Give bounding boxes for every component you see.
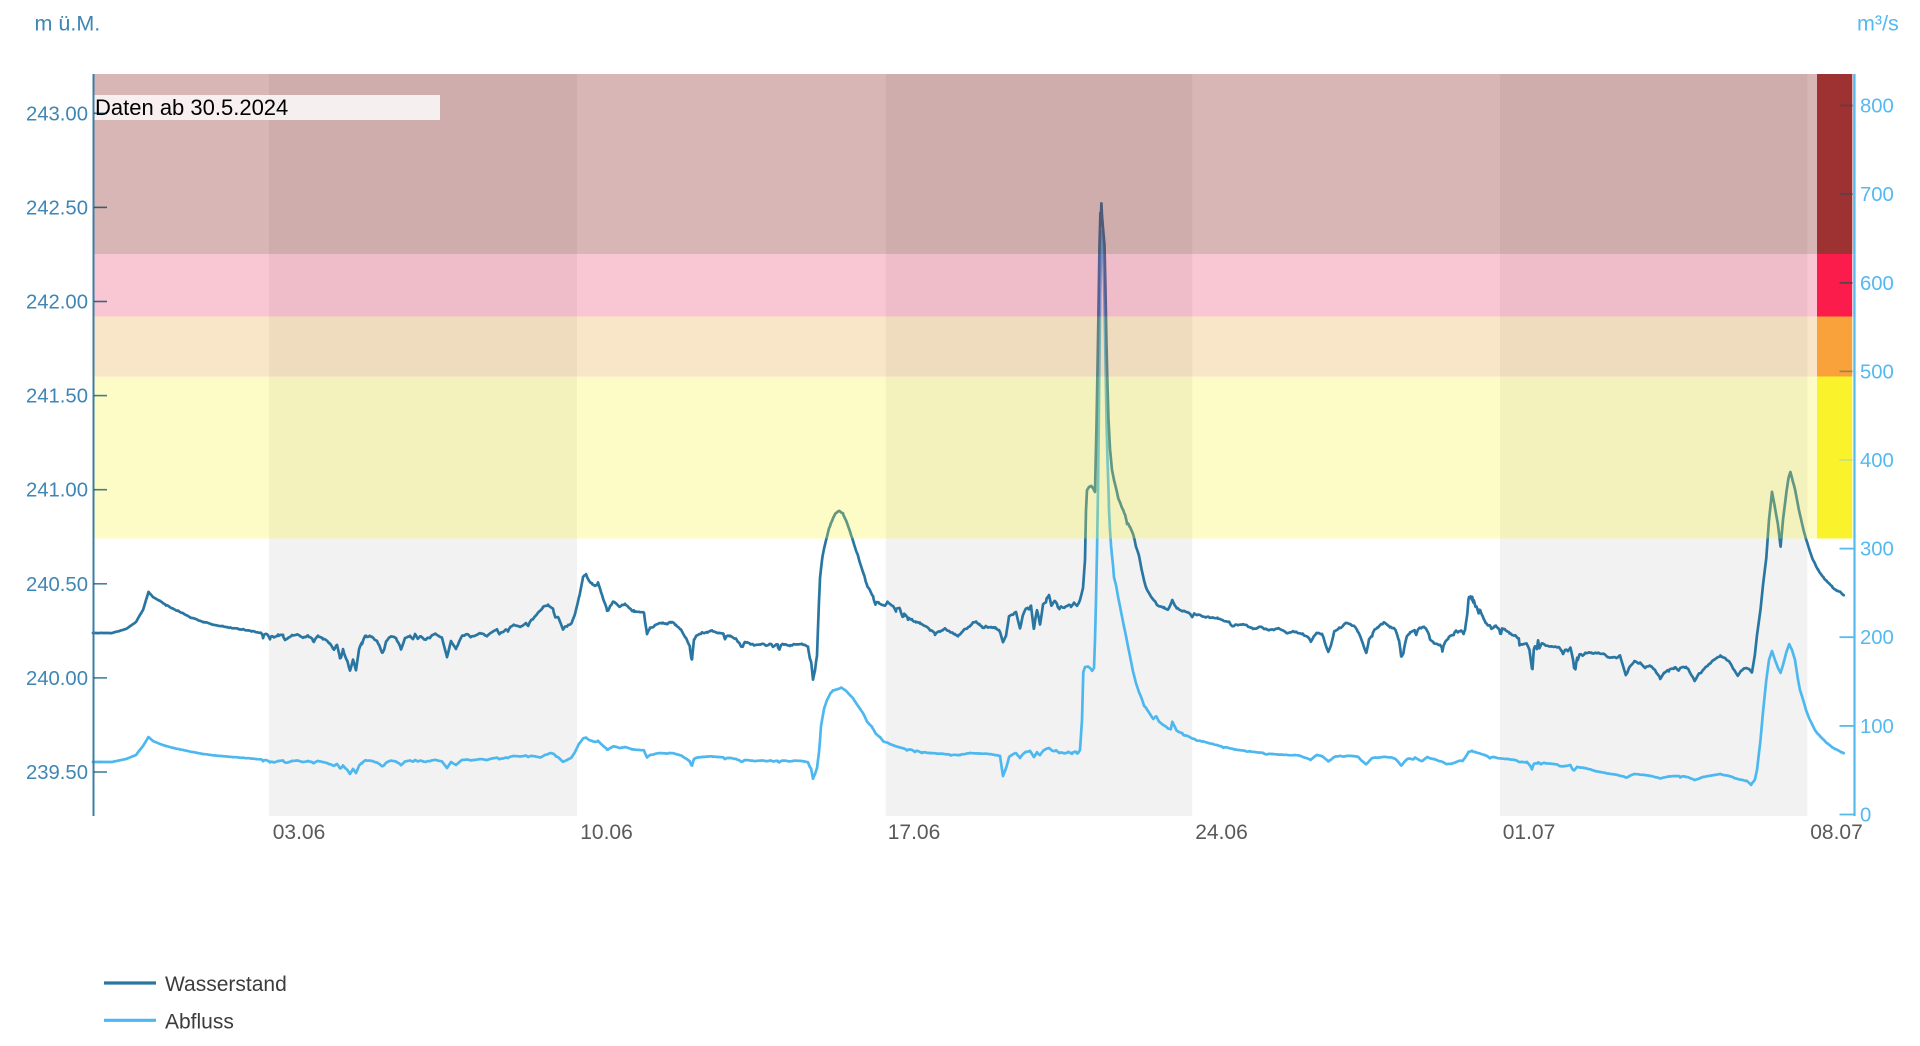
svg-text:08.07: 08.07 xyxy=(1810,821,1863,844)
svg-text:10.06: 10.06 xyxy=(580,821,633,844)
svg-text:Wasserstand: Wasserstand xyxy=(165,973,287,996)
svg-text:Abfluss: Abfluss xyxy=(165,1010,234,1033)
svg-text:100: 100 xyxy=(1860,716,1894,738)
svg-text:03.06: 03.06 xyxy=(273,821,326,844)
svg-text:241.50: 241.50 xyxy=(26,386,88,408)
svg-text:600: 600 xyxy=(1860,273,1894,295)
svg-text:243.00: 243.00 xyxy=(26,103,88,125)
svg-text:200: 200 xyxy=(1860,627,1894,649)
svg-text:242.50: 242.50 xyxy=(26,197,88,219)
svg-text:300: 300 xyxy=(1860,539,1894,561)
svg-text:242.00: 242.00 xyxy=(26,292,88,314)
svg-text:800: 800 xyxy=(1860,96,1894,118)
svg-text:239.50: 239.50 xyxy=(26,762,88,784)
svg-text:01.07: 01.07 xyxy=(1503,821,1556,844)
svg-text:400: 400 xyxy=(1860,450,1894,472)
svg-text:240.00: 240.00 xyxy=(26,668,88,690)
svg-text:700: 700 xyxy=(1860,184,1894,206)
svg-text:24.06: 24.06 xyxy=(1195,821,1248,844)
svg-text:500: 500 xyxy=(1860,361,1894,383)
svg-text:240.50: 240.50 xyxy=(26,574,88,596)
svg-text:241.00: 241.00 xyxy=(26,480,88,502)
svg-text:0: 0 xyxy=(1860,805,1871,827)
svg-text:m ü.M.: m ü.M. xyxy=(35,12,101,36)
svg-text:m³/s: m³/s xyxy=(1857,12,1899,36)
svg-text:Daten ab 30.5.2024: Daten ab 30.5.2024 xyxy=(95,95,288,120)
svg-text:17.06: 17.06 xyxy=(888,821,941,844)
